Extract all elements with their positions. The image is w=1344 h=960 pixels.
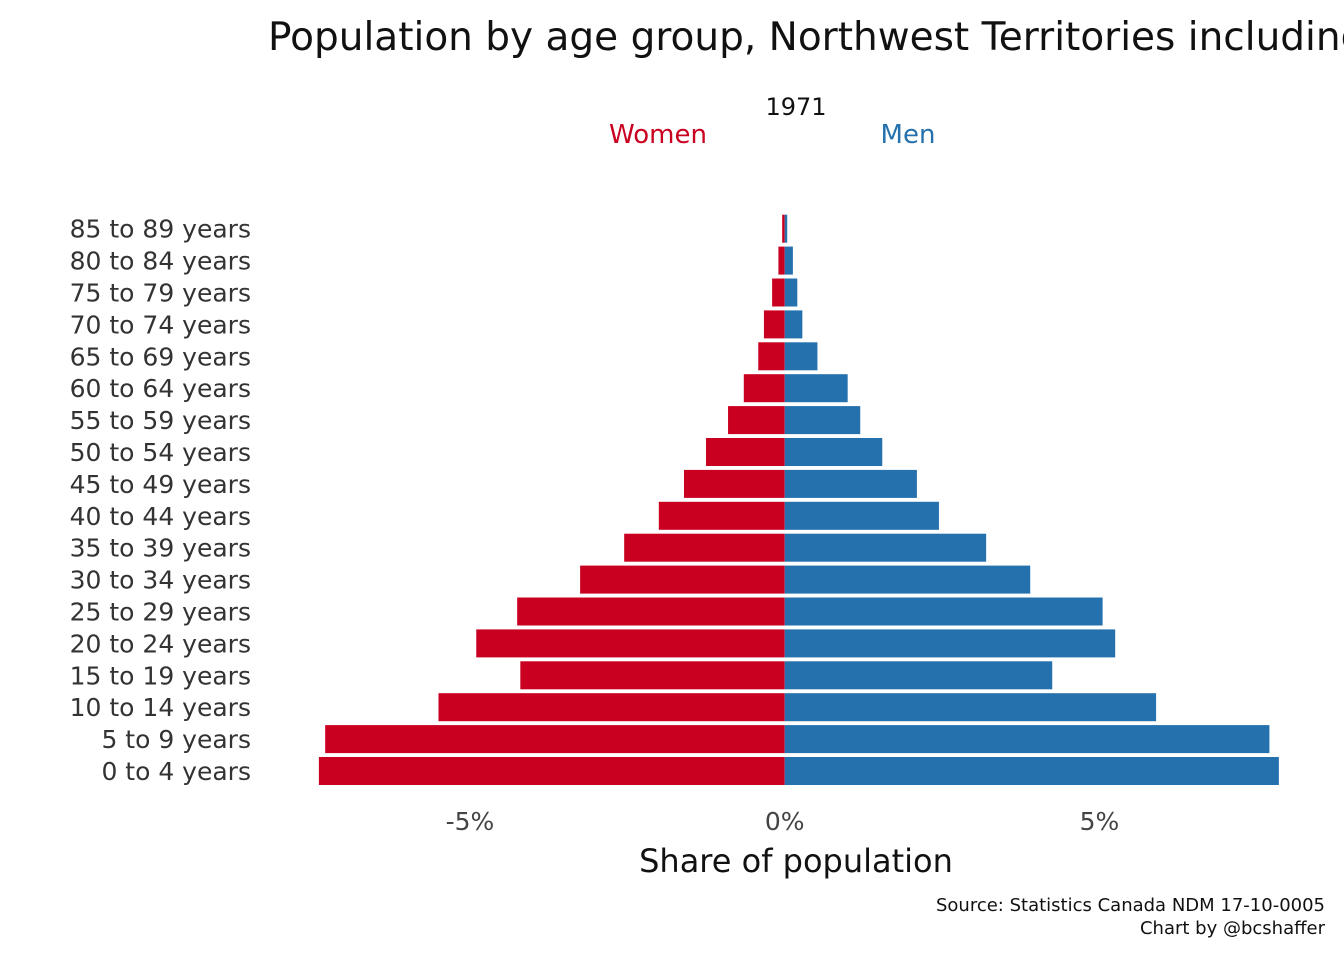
y-tick-label: 15 to 19 years bbox=[70, 661, 251, 690]
bar-women-5 bbox=[517, 597, 785, 626]
bar-women-3 bbox=[520, 661, 785, 690]
caption-line: Chart by @bcshaffer bbox=[1140, 918, 1326, 939]
y-tick-label: 25 to 29 years bbox=[70, 598, 251, 627]
bar-women-7 bbox=[624, 533, 785, 562]
y-tick-label: 45 to 49 years bbox=[70, 470, 251, 499]
chart-title: Population by age group, Northwest Terri… bbox=[268, 15, 1344, 60]
y-tick-label: 50 to 54 years bbox=[70, 438, 251, 467]
bar-men-8 bbox=[784, 501, 939, 530]
y-tick-label: 85 to 89 years bbox=[70, 215, 251, 244]
bar-men-17 bbox=[784, 214, 788, 243]
bar-women-14 bbox=[763, 310, 785, 339]
bar-men-5 bbox=[784, 597, 1103, 626]
y-tick-label: 0 to 4 years bbox=[101, 757, 251, 786]
y-axis-tick-labels: 0 to 4 years 5 to 9 years 10 to 14 years 15… bbox=[70, 215, 251, 786]
bar-men-11 bbox=[784, 406, 861, 435]
bar-women-2 bbox=[438, 693, 785, 722]
bar-women-11 bbox=[728, 406, 785, 435]
bar-women-10 bbox=[706, 438, 785, 466]
bar-men-16 bbox=[784, 246, 793, 275]
bar-women-8 bbox=[658, 501, 785, 530]
bar-women-6 bbox=[580, 565, 785, 594]
bar-men-7 bbox=[784, 533, 987, 562]
y-tick-label: 10 to 14 years bbox=[70, 693, 251, 722]
bar-women-1 bbox=[325, 725, 785, 754]
caption-line: Source: Statistics Canada NDM 17-10-0005 bbox=[936, 895, 1325, 916]
y-tick-label: 75 to 79 years bbox=[70, 279, 251, 308]
x-tick-label: 5% bbox=[1080, 807, 1120, 836]
bar-women-9 bbox=[683, 469, 785, 498]
bar-women-0 bbox=[318, 757, 785, 785]
x-axis-label: Share of population bbox=[639, 842, 953, 880]
y-tick-label: 5 to 9 years bbox=[101, 725, 251, 754]
bar-men-1 bbox=[784, 725, 1270, 754]
y-tick-label: 30 to 34 years bbox=[70, 566, 251, 595]
bar-women-15 bbox=[772, 278, 785, 307]
bar-women-12 bbox=[743, 374, 785, 403]
x-tick-label: -5% bbox=[446, 807, 495, 836]
bar-men-6 bbox=[784, 565, 1031, 594]
bar-men-3 bbox=[784, 661, 1053, 690]
caption: Source: Statistics Canada NDM 17-10-0005… bbox=[936, 895, 1326, 939]
y-tick-label: 35 to 39 years bbox=[70, 534, 251, 563]
bar-women-4 bbox=[476, 629, 785, 658]
legend: Women Men bbox=[609, 120, 935, 150]
y-tick-label: 55 to 59 years bbox=[70, 406, 251, 435]
bar-men-15 bbox=[784, 278, 798, 307]
bar-men-13 bbox=[784, 342, 818, 371]
y-tick-label: 60 to 64 years bbox=[70, 374, 251, 403]
bar-women-17 bbox=[782, 214, 785, 243]
y-tick-label: 40 to 44 years bbox=[70, 502, 251, 531]
bar-men-0 bbox=[784, 757, 1279, 785]
bars bbox=[318, 214, 1279, 785]
y-tick-label: 70 to 74 years bbox=[70, 310, 251, 339]
bar-men-10 bbox=[784, 438, 883, 466]
y-tick-label: 20 to 24 years bbox=[70, 629, 251, 658]
chart-subtitle: 1971 bbox=[765, 93, 826, 121]
bar-men-12 bbox=[784, 374, 848, 403]
bar-women-13 bbox=[758, 342, 785, 371]
y-tick-label: 65 to 69 years bbox=[70, 342, 251, 371]
bar-women-16 bbox=[778, 246, 785, 275]
bar-men-9 bbox=[784, 469, 917, 498]
bar-men-4 bbox=[784, 629, 1116, 658]
legend-item-women: Women bbox=[609, 120, 707, 150]
bar-men-14 bbox=[784, 310, 803, 339]
x-axis-tick-labels: -5% 0% 5% bbox=[446, 807, 1120, 836]
legend-item-men: Men bbox=[881, 120, 936, 150]
y-tick-label: 80 to 84 years bbox=[70, 247, 251, 276]
x-tick-label: 0% bbox=[765, 807, 805, 836]
bar-men-2 bbox=[784, 693, 1157, 722]
